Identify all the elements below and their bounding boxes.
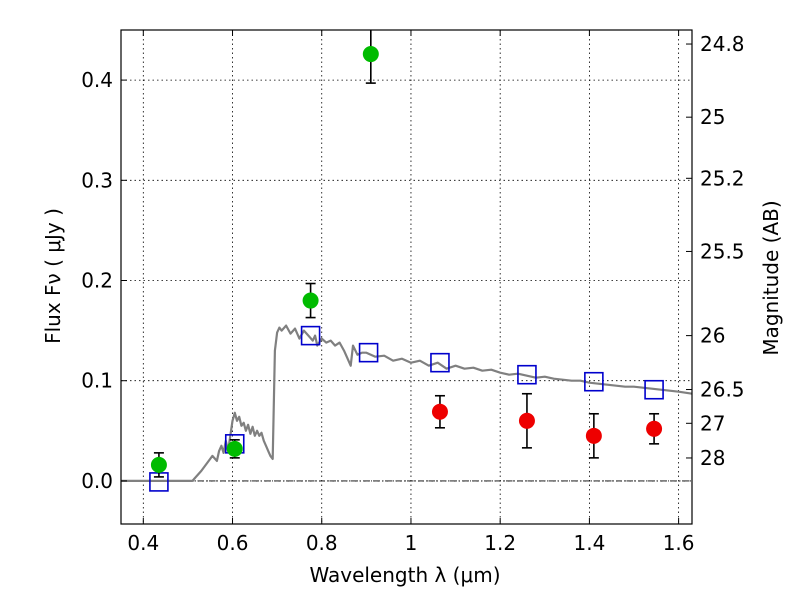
x-tick-label: 1.4 xyxy=(573,531,605,555)
observed-flux-point xyxy=(362,46,379,63)
model-spectrum-line xyxy=(121,324,693,482)
plot-frame xyxy=(120,29,693,525)
y-tick-label: 0.1 xyxy=(81,369,113,393)
observed-flux-point xyxy=(518,412,535,429)
model-photometry-square xyxy=(584,371,604,392)
right-tick-label: 25.5 xyxy=(700,239,745,263)
model-spectrum xyxy=(121,324,693,482)
right-tick-label: 25.2 xyxy=(700,166,745,190)
y-tick-label: 0.3 xyxy=(81,168,113,192)
right-tick-label: 28 xyxy=(700,446,725,470)
right-tick-label: 26 xyxy=(700,324,725,348)
x-tick-label: 0.4 xyxy=(127,531,159,555)
observed-flux-point xyxy=(646,420,663,437)
grid-lines xyxy=(121,30,692,524)
observed-flux-point xyxy=(431,403,448,420)
x-axis-label: Wavelength λ (μm) xyxy=(309,563,500,587)
right-tick-label: 24.8 xyxy=(700,32,745,56)
x-tick-label: 0.8 xyxy=(306,531,338,555)
model-photometry-square xyxy=(517,364,537,385)
y-tick-label: 0.0 xyxy=(81,469,113,493)
right-tick-label: 26.5 xyxy=(700,378,745,402)
observed-flux-point xyxy=(150,456,167,473)
x-tick-label: 1.6 xyxy=(663,531,695,555)
right-axis-label: Magnitude (AB) xyxy=(759,200,783,355)
right-tick-label: 27 xyxy=(700,411,725,435)
right-tick-label: 25 xyxy=(700,105,725,129)
observed-flux-point xyxy=(585,427,602,444)
y-tick-label: 0.4 xyxy=(81,68,113,92)
axis-ticks: 0.4 0.6 0.8 1 1.2 1.4 1.6 0.0 0.1 0.2 0.3 0.4 24.8 25… xyxy=(81,30,745,555)
model-photometry-square xyxy=(300,325,321,346)
model-photometry-square xyxy=(358,342,379,363)
x-tick-label: 0.6 xyxy=(217,531,249,555)
y-axis-label: Flux Fν ( μJy ) xyxy=(41,208,65,344)
y-tick-label: 0.2 xyxy=(81,269,113,293)
x-tick-label: 1.2 xyxy=(484,531,516,555)
observed-flux-point xyxy=(302,292,319,309)
data-markers xyxy=(149,30,664,492)
model-photometry-square xyxy=(644,379,664,400)
model-photometry-square xyxy=(430,352,450,373)
x-tick-label: 1 xyxy=(405,531,418,555)
observed-flux-point xyxy=(226,440,243,457)
